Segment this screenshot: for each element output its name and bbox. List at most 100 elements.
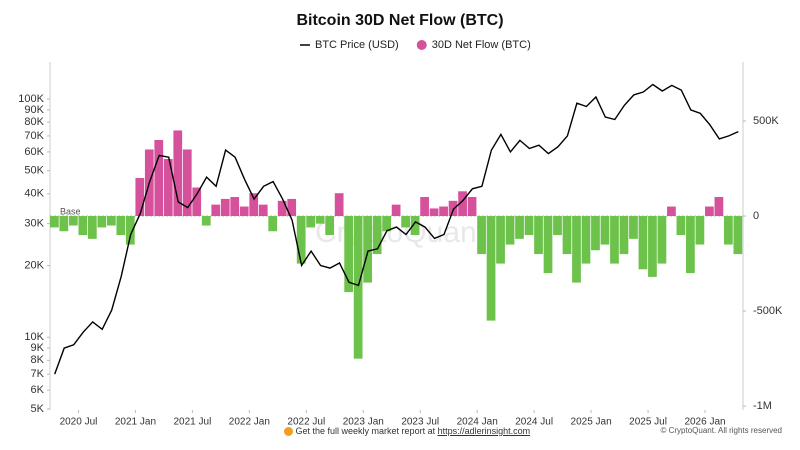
y2-tick-label: -1M (753, 400, 772, 412)
flow-bar (724, 216, 733, 245)
flow-bar (173, 130, 183, 217)
flow-bar (667, 206, 676, 217)
y2-tick-label: 500K (753, 115, 779, 127)
flow-bar (534, 216, 543, 255)
copyright: © CryptoQuant. All rights reserved (660, 426, 783, 435)
flow-bar (610, 216, 619, 264)
chart-title: Bitcoin 30D Net Flow (BTC) (296, 12, 503, 29)
flow-bar (372, 216, 382, 255)
x-tick-label: 2026 Jan (684, 417, 725, 428)
flow-bar (648, 216, 657, 277)
flow-bar (572, 216, 581, 283)
flow-bar (458, 191, 467, 217)
footer-link[interactable]: https://adlerinsight.com (437, 426, 531, 436)
icon (284, 427, 293, 437)
flow-bar (524, 216, 534, 236)
x-tick-label: 2023 Jul (401, 417, 439, 428)
flow-bar (429, 208, 439, 217)
flow-bar (97, 216, 107, 228)
flow-bar (296, 216, 306, 264)
x-tick-label: 2024 Jul (515, 417, 553, 428)
flow-bar (334, 193, 344, 217)
flow-bar (562, 216, 572, 255)
flow-bar (268, 216, 278, 232)
flow-bar (439, 206, 448, 217)
y-tick-label: 8K (31, 354, 45, 366)
y-tick-label: 100K (18, 93, 44, 105)
y-tick-label: 30K (24, 217, 44, 229)
flow-bar (448, 200, 458, 217)
y-tick-label: 20K (24, 259, 44, 271)
base-label: Base (60, 206, 81, 216)
flow-bar (391, 204, 401, 217)
flow-bar (591, 216, 600, 251)
flow-bar (505, 216, 515, 245)
flow-bar (496, 216, 505, 264)
flow-bar (258, 204, 268, 217)
legend-swatch (416, 40, 427, 50)
x-tick-label: 2025 Jan (571, 417, 612, 428)
flow-bar (363, 216, 373, 283)
flow-bar (344, 216, 354, 293)
flow-bar (59, 216, 69, 232)
y-tick-label: 9K (31, 342, 45, 354)
flow-bar (78, 216, 88, 236)
flow-bar (353, 216, 363, 359)
price-line (54, 83, 739, 375)
flow-bar (306, 216, 316, 228)
y2-tick-label: -500K (753, 305, 783, 317)
y-tick-label: 6K (31, 384, 45, 396)
y-tick-label: 80K (24, 116, 44, 128)
flow-bar (581, 216, 591, 264)
y-tick-label: 50K (24, 165, 44, 177)
flow-bar (420, 197, 429, 217)
flow-bar (87, 216, 97, 239)
flow-bar (287, 198, 297, 217)
y-tick-label: 7K (31, 368, 45, 380)
flow-bar (192, 187, 202, 217)
flow-bar (543, 216, 553, 274)
x-tick-label: 2022 Jul (287, 417, 325, 428)
flow-bar (657, 216, 667, 264)
y-tick-label: 70K (24, 130, 44, 142)
y-tick-label: 40K (24, 188, 44, 200)
flow-bar (220, 198, 230, 217)
x-tick-label: 2022 Jan (229, 417, 270, 428)
x-tick-label: 2024 Jan (457, 417, 498, 428)
flow-bar (239, 206, 249, 217)
flow-bar (68, 216, 78, 226)
flow-bar (249, 193, 259, 217)
flow-bar (201, 216, 211, 226)
flow-bar (686, 216, 695, 274)
flow-bar (154, 139, 164, 217)
legend-label: BTC Price (USD) (315, 39, 399, 51)
flow-bar (629, 216, 638, 239)
flow-bar (401, 216, 410, 228)
footer-text: Get the full weekly market report at (295, 426, 436, 436)
flow-bar (116, 216, 126, 236)
flow-bar (277, 200, 287, 217)
flow-bar (410, 216, 420, 236)
watermark: CryptoQuant (315, 216, 486, 249)
y-tick-label: 60K (24, 146, 44, 158)
flow-bar (733, 216, 743, 255)
flow-bar (230, 197, 240, 217)
footer-note: Get the full weekly market report at htt… (284, 426, 531, 437)
flow-bar (325, 216, 335, 236)
flow-bar (163, 158, 173, 217)
flow-bar (695, 216, 705, 245)
flow-bar (638, 216, 648, 270)
x-tick-label: 2021 Jul (173, 417, 211, 428)
flow-bar (486, 216, 496, 321)
flow-bar (515, 216, 524, 239)
flow-bar (50, 216, 59, 228)
flow-bar (182, 149, 192, 217)
flow-bar (106, 216, 116, 226)
flow-bar (382, 216, 391, 232)
x-tick-label: 2020 Jul (60, 417, 98, 428)
legend-label: 30D Net Flow (BTC) (432, 39, 531, 51)
x-tick-label: 2023 Jan (343, 417, 384, 428)
flow-bar (315, 216, 325, 224)
